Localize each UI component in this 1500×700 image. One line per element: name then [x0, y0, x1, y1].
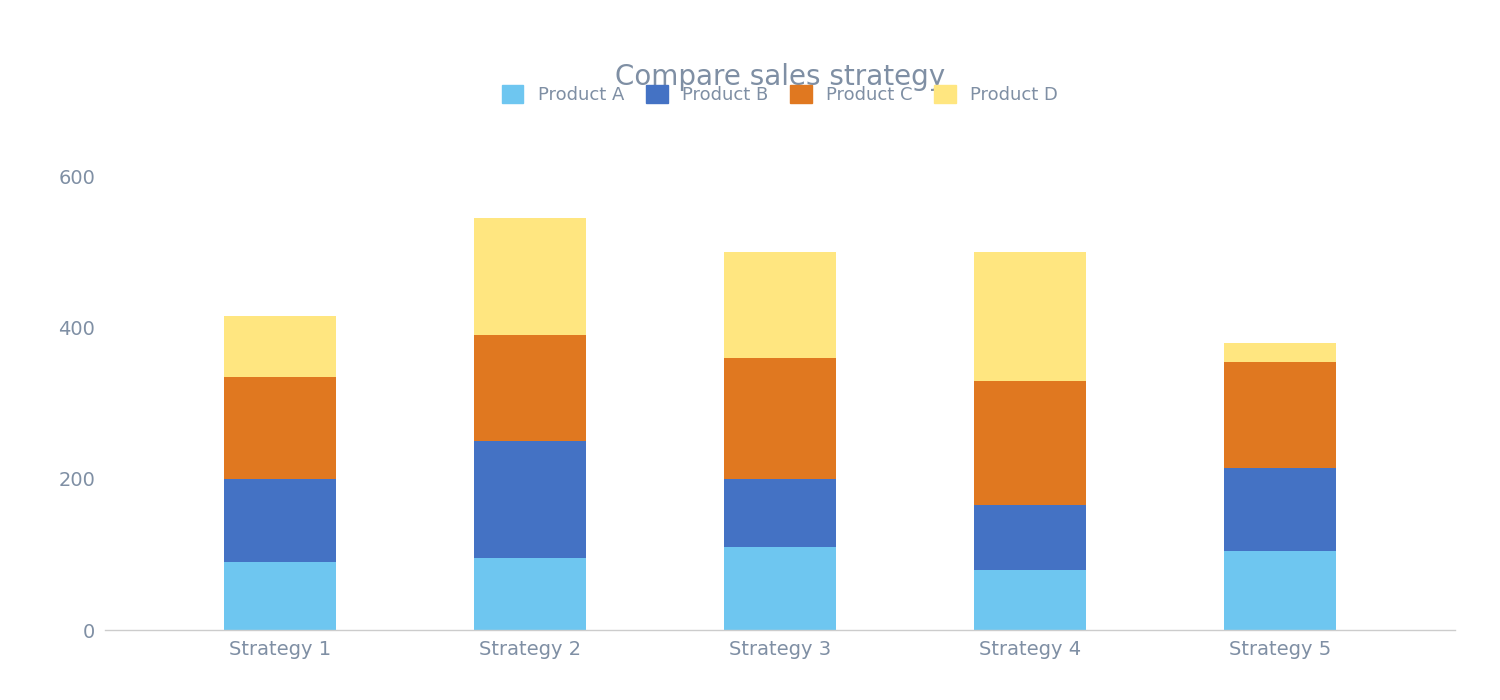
Bar [224, 377, 336, 479]
Bar [974, 381, 1086, 505]
Legend: Product A, Product B, Product C, Product D: Product A, Product B, Product C, Product… [495, 77, 1065, 111]
Bar [723, 252, 837, 358]
Bar [224, 562, 336, 630]
Bar [474, 218, 586, 335]
Bar [723, 547, 837, 630]
Bar [474, 558, 586, 630]
Bar [974, 570, 1086, 630]
Title: Compare sales strategy: Compare sales strategy [615, 62, 945, 90]
Bar [1224, 362, 1336, 468]
Bar [723, 479, 837, 547]
Bar [1224, 468, 1336, 551]
Bar [974, 252, 1086, 381]
Bar [974, 505, 1086, 570]
Bar [1224, 343, 1336, 362]
Bar [723, 358, 837, 479]
Bar [474, 441, 586, 558]
Bar [1224, 551, 1336, 630]
Bar [224, 316, 336, 377]
Bar [474, 335, 586, 441]
Bar [224, 479, 336, 562]
